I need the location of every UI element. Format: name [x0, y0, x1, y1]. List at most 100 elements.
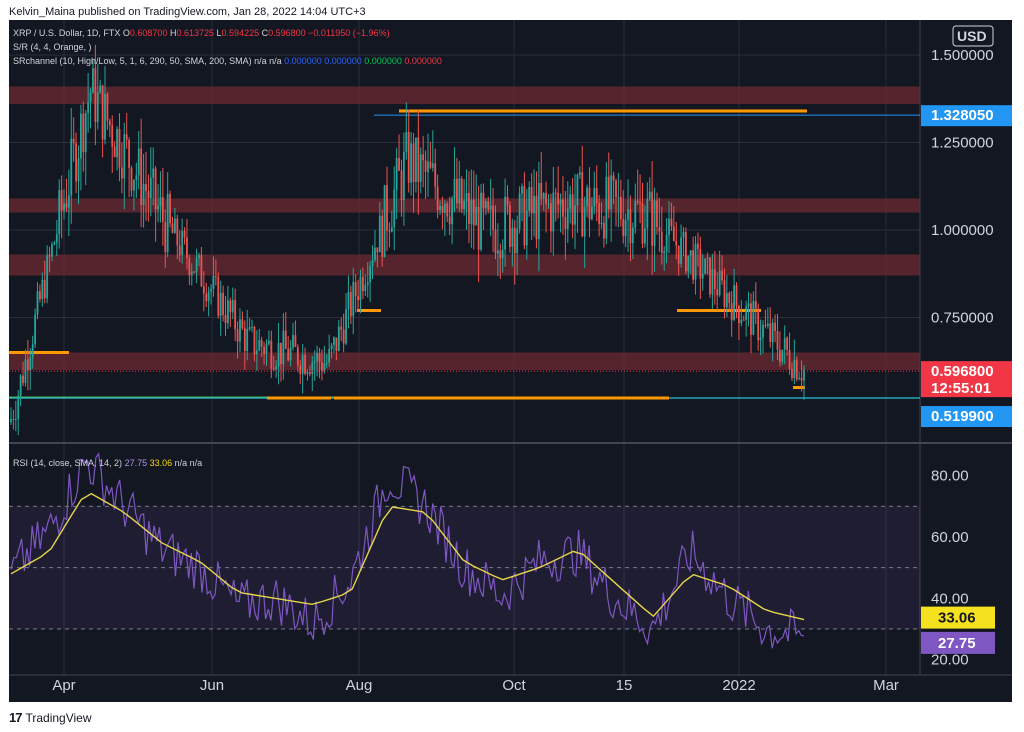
candle-body: [255, 350, 258, 355]
candle-body: [451, 198, 453, 225]
candle-body: [106, 93, 109, 121]
candle-body: [554, 192, 557, 194]
candle-body: [335, 337, 338, 351]
candle-body: [668, 218, 670, 235]
candle-body: [427, 161, 429, 172]
legend-c-value: 0.596800: [268, 28, 306, 38]
candle-body: [234, 300, 237, 330]
candle-body: [677, 245, 680, 264]
candle-body: [552, 192, 555, 232]
candle-body: [547, 203, 550, 205]
candle-body: [176, 218, 179, 246]
candle-body: [778, 349, 781, 362]
candle-body: [402, 152, 405, 201]
candle-body: [330, 344, 333, 349]
candle-body: [272, 368, 275, 370]
candle-body: [771, 322, 774, 343]
candle-body: [325, 362, 328, 364]
rsi-tick-label-3: 20.00: [931, 652, 969, 669]
rsi-line: [10, 452, 805, 649]
candle-body: [282, 330, 285, 365]
legend-srchannel-v2: 0.000000: [324, 56, 362, 66]
candle-body: [43, 279, 46, 299]
candle-body: [419, 154, 422, 182]
candle-body: [750, 303, 752, 335]
currency-label: USD: [957, 28, 987, 44]
candle-body: [137, 148, 140, 176]
candle-body: [374, 247, 376, 261]
candle-body: [135, 175, 138, 181]
candle-body: [229, 300, 232, 313]
candle-body: [94, 68, 97, 122]
candle-body: [321, 362, 323, 372]
candle-body: [407, 131, 410, 183]
candle-body: [287, 348, 290, 361]
candle-body: [357, 296, 359, 301]
time-label-5: 2022: [722, 677, 755, 694]
candle-body: [263, 346, 265, 354]
legend-change: −0.011950 (−1.96%): [308, 28, 390, 38]
candle-body: [422, 154, 425, 161]
candle-body: [292, 335, 294, 348]
candle-body: [629, 209, 632, 244]
time-label-0: Apr: [52, 677, 75, 694]
candle-body: [198, 255, 200, 259]
candle-body: [800, 378, 803, 381]
candle-body: [333, 337, 335, 345]
candle-body: [67, 195, 70, 208]
candle-body: [723, 280, 726, 308]
candle-body: [193, 271, 196, 273]
candle-body: [174, 218, 176, 233]
candle-body: [366, 282, 369, 285]
candle-body: [803, 369, 805, 381]
candle-body: [188, 257, 191, 276]
candle-body: [607, 176, 610, 210]
candle-body: [70, 138, 73, 196]
candle-body: [562, 199, 564, 217]
candle-body: [362, 276, 364, 292]
candle-body: [166, 193, 169, 253]
candle-body: [280, 342, 282, 365]
candle-body: [672, 226, 675, 241]
candle-body: [239, 319, 241, 342]
candle-body: [157, 205, 159, 210]
candle-body: [316, 352, 319, 362]
candle-body: [337, 326, 340, 351]
candle-body: [251, 326, 253, 328]
price-tick-label-1: 1.250000: [931, 135, 994, 152]
candle-body: [22, 375, 24, 383]
candles-group: [10, 44, 805, 436]
candle-body: [89, 92, 92, 103]
candle-body: [728, 293, 731, 304]
candle-body: [590, 206, 593, 220]
candle-body: [470, 199, 473, 224]
candle-body: [265, 343, 268, 354]
candle-body: [600, 222, 603, 225]
candle-body: [496, 250, 499, 254]
candle-body: [190, 271, 193, 276]
candle-body: [721, 270, 723, 281]
candle-body: [58, 190, 61, 235]
tradingview-logo[interactable]: 17 TradingView: [9, 710, 92, 725]
chart-svg[interactable]: 1.500000 1.250000 1.000000 0.750000 USD 1.328…: [9, 20, 1012, 702]
candle-body: [631, 227, 634, 244]
candle-body: [270, 340, 273, 369]
candle-body: [301, 354, 304, 374]
time-label-1: Jun: [200, 677, 224, 694]
candle-body: [183, 230, 186, 238]
candle-body: [186, 237, 188, 258]
chart-area[interactable]: 1.500000 1.250000 1.000000 0.750000 USD 1.328…: [9, 20, 1012, 702]
candle-body: [697, 243, 699, 249]
candle-body: [660, 231, 663, 254]
candle-body: [352, 282, 355, 317]
candle-body: [583, 206, 586, 237]
candle-body: [689, 250, 692, 256]
candle-body: [17, 395, 20, 419]
currency-box: [952, 25, 994, 47]
candle-body: [443, 203, 446, 213]
candle-body: [328, 348, 331, 363]
legend-srchannel-v1: 0.000000: [284, 56, 322, 66]
candle-body: [463, 200, 466, 210]
candle-body: [774, 322, 776, 332]
rsi-tick-label-2: 40.00: [931, 590, 969, 607]
